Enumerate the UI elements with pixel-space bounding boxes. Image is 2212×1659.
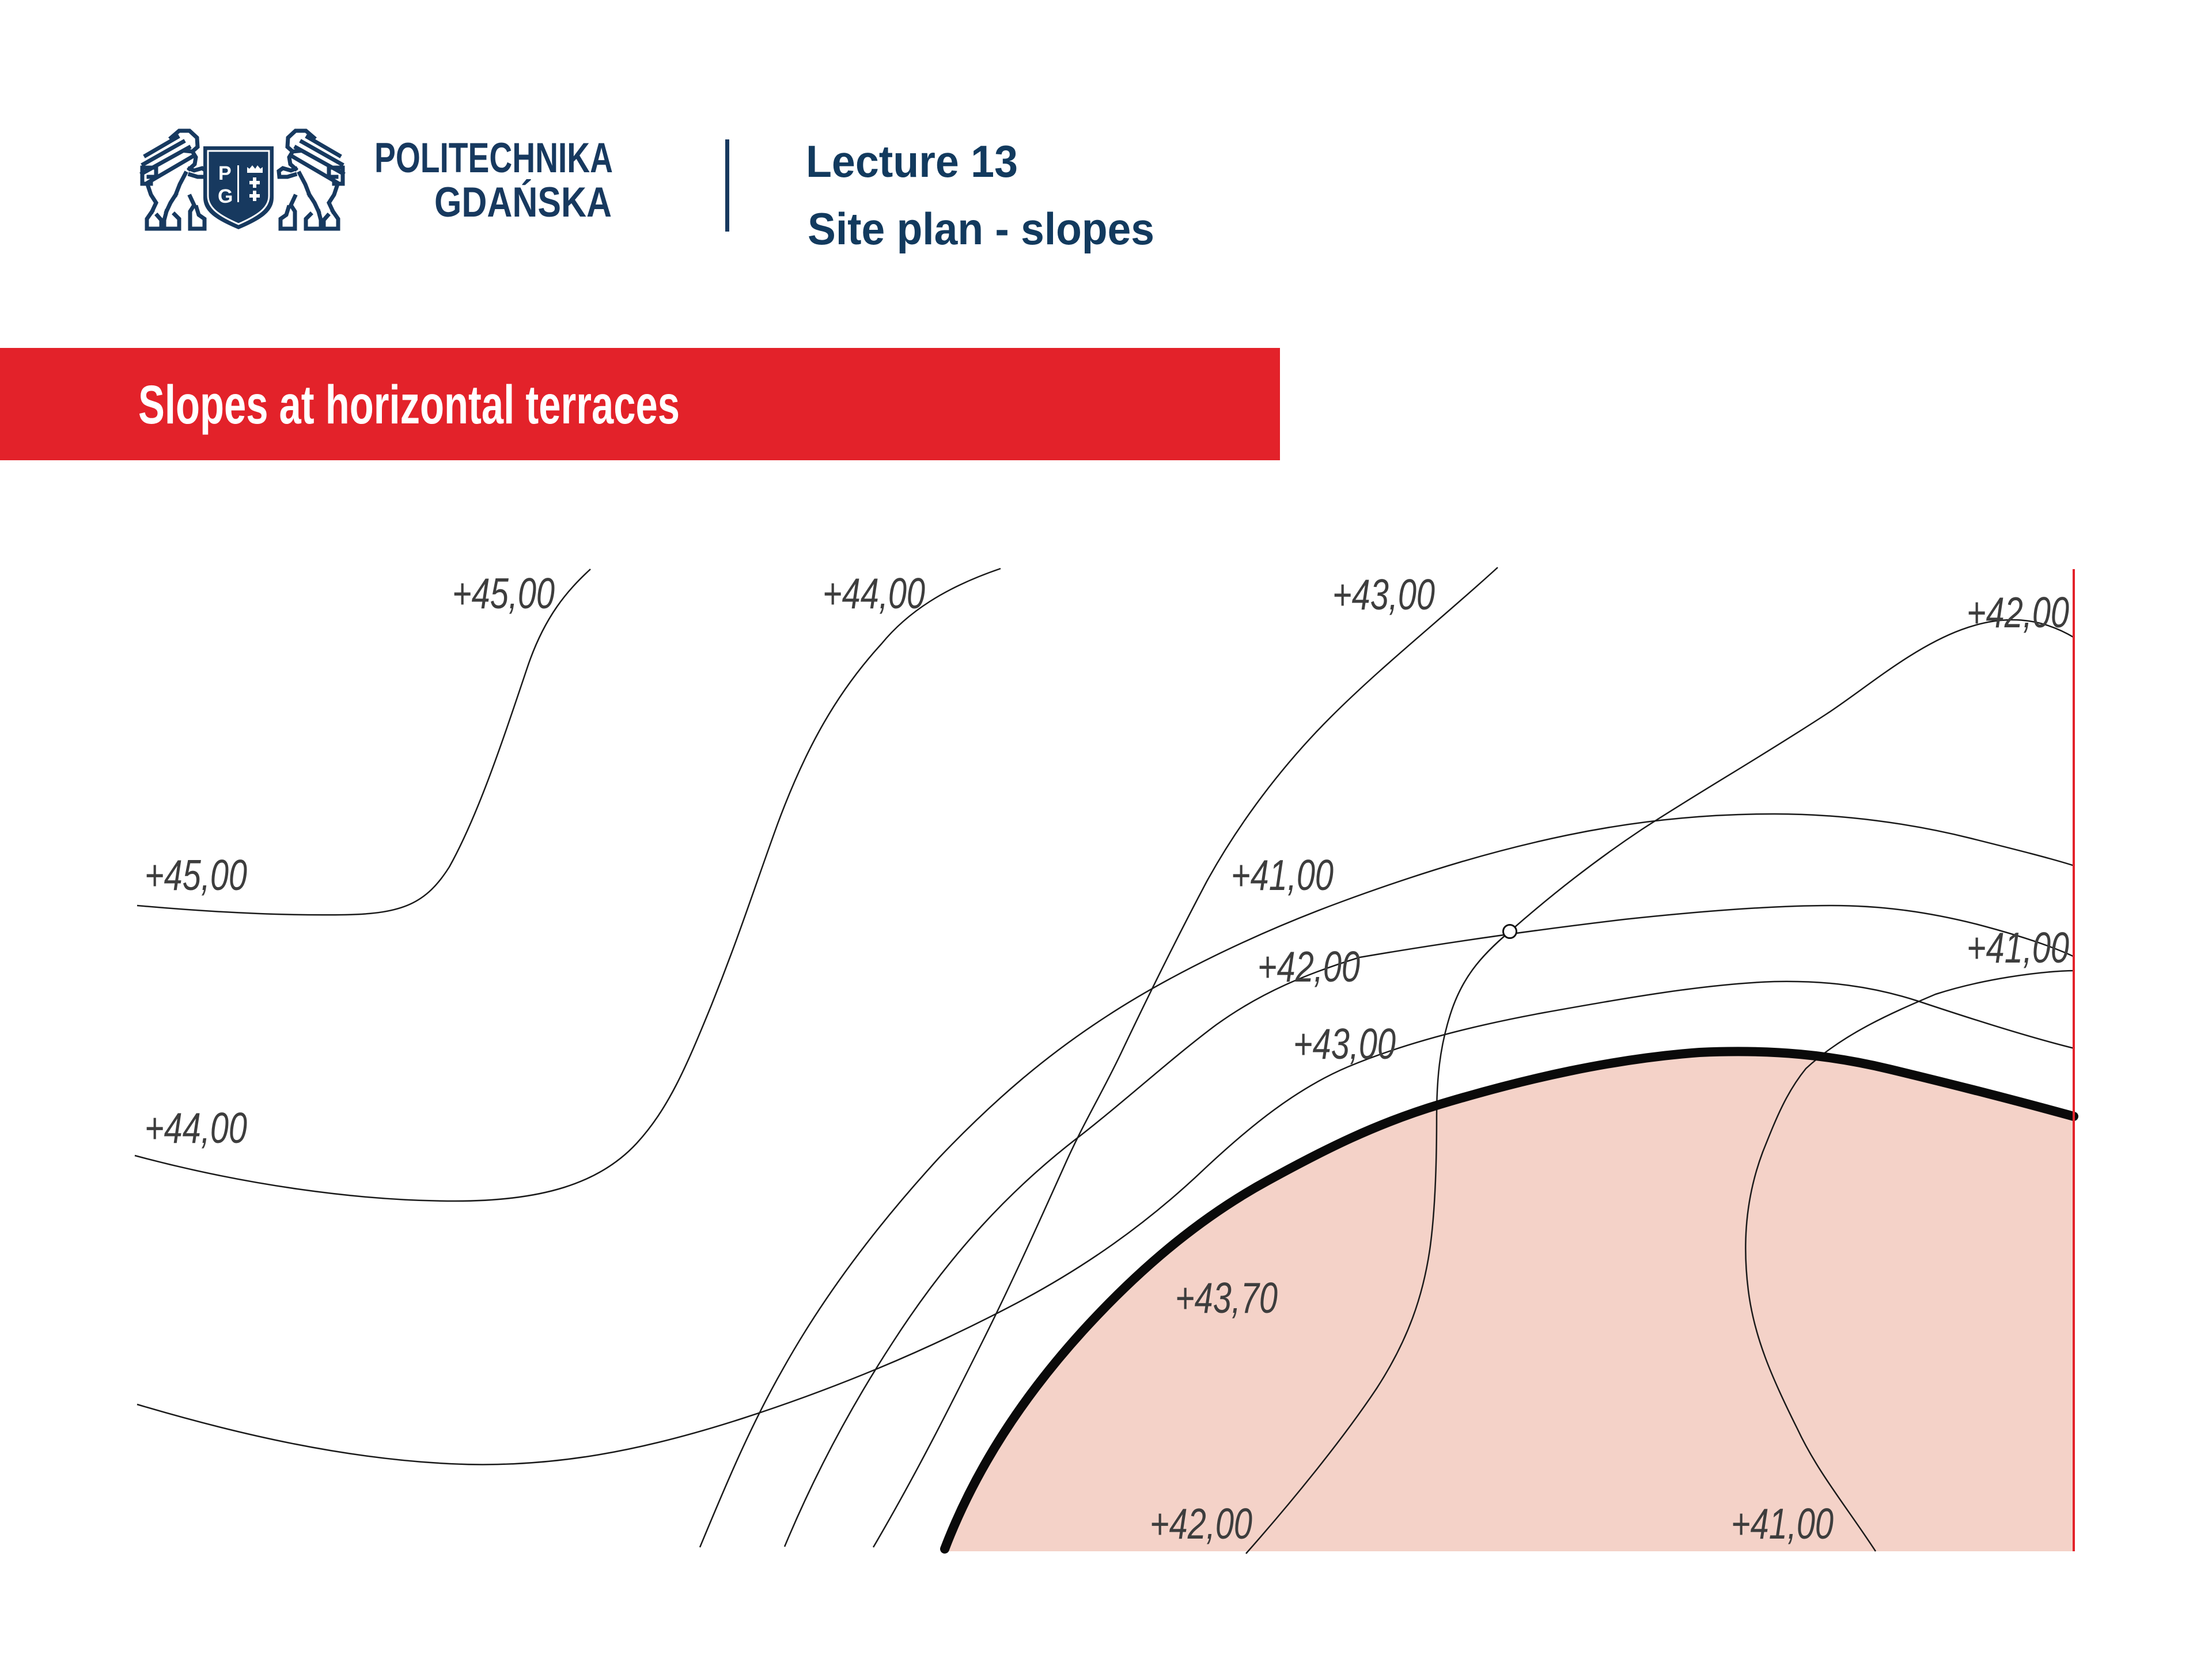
svg-text:+41,00: +41,00 bbox=[1967, 923, 2069, 972]
svg-text:Slopes at horizontal terraces: Slopes at horizontal terraces bbox=[138, 374, 680, 435]
svg-text:GDAŃSKA: GDAŃSKA bbox=[434, 179, 612, 226]
svg-text:+42,00: +42,00 bbox=[1257, 942, 1360, 991]
svg-text:+43,70: +43,70 bbox=[1175, 1274, 1278, 1322]
svg-text:+41,00: +41,00 bbox=[1231, 851, 1334, 899]
svg-text:Site plan - slopes: Site plan - slopes bbox=[808, 203, 1154, 254]
svg-text:+41,00: +41,00 bbox=[1731, 1499, 1834, 1548]
svg-text:Lecture 13: Lecture 13 bbox=[806, 136, 1018, 187]
svg-text:+43,00: +43,00 bbox=[1332, 570, 1435, 619]
svg-text:+42,00: +42,00 bbox=[1150, 1499, 1252, 1548]
svg-text:+45,00: +45,00 bbox=[452, 569, 555, 618]
svg-text:POLITECHNIKA: POLITECHNIKA bbox=[374, 135, 613, 181]
svg-text:+43,00: +43,00 bbox=[1293, 1020, 1396, 1068]
svg-text:+44,00: +44,00 bbox=[823, 569, 925, 618]
svg-text:P: P bbox=[218, 162, 232, 184]
svg-text:+44,00: +44,00 bbox=[145, 1104, 247, 1152]
svg-text:+42,00: +42,00 bbox=[1967, 588, 2069, 637]
svg-text:G: G bbox=[218, 185, 233, 207]
svg-text:+45,00: +45,00 bbox=[145, 851, 247, 899]
